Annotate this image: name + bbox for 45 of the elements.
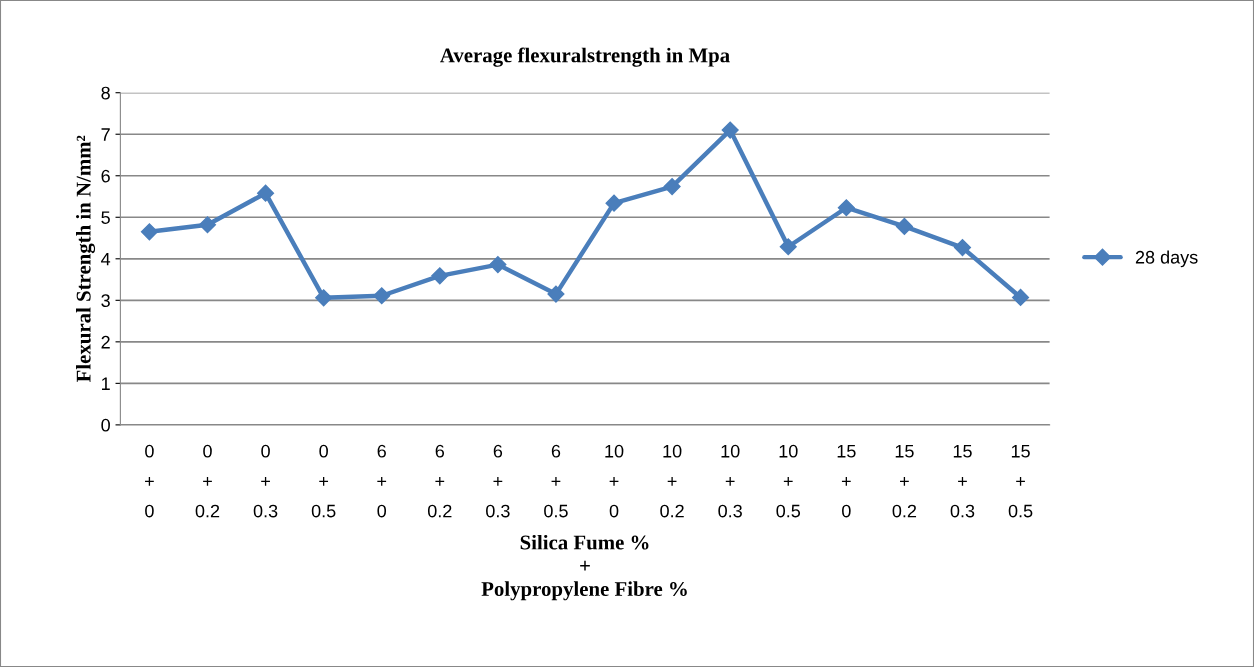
chart-title: Average flexuralstrength in Mpa [440,47,730,67]
point [198,216,217,234]
x-tick-label: 15 + 0.2 [892,444,917,518]
point [663,177,681,196]
point [547,285,565,303]
x-tick-label: 10 + 0.3 [718,444,742,518]
x-tick-label: 0 + 0.2 [195,444,220,518]
y-tick-label: 8 [101,86,110,100]
point [837,199,855,217]
point [721,121,739,139]
x-tick-label: 6 + 0 [377,444,387,518]
x-tick-label: 15 + 0.5 [1008,444,1033,518]
point [431,267,449,285]
y-tick-label: 6 [101,169,110,183]
y-tick-label: 0 [101,418,110,432]
point [257,184,275,202]
x-tick-label: 10 + 0.5 [776,444,801,518]
point [605,194,623,212]
point [315,289,333,307]
point [953,239,972,257]
x-tick-label: 6 + 0.2 [427,444,452,518]
x-tick-label: 6 + 0.3 [486,444,510,518]
y-tick-label: 7 [101,128,110,141]
point [1012,288,1030,306]
point [895,217,913,235]
x-tick-label: 0 + 0 [145,444,154,518]
x-tick-label: 15 + 0.3 [950,444,975,518]
y-tick-label: 1 [102,377,110,390]
legend-label: 28 days [1135,250,1198,268]
point [140,223,158,241]
y-axis-title: Flexural Strength in N/mm² [76,135,96,383]
x-tick-label: 10 + 0.2 [660,444,684,518]
x-tick-label: 10 + 0 [605,444,624,518]
x-tick-label: 6 + 0.5 [544,444,568,518]
x-tick-label: 0 + 0.5 [311,444,336,518]
y-tick-label: 4 [101,252,111,266]
x-axis-title: Silica Fume % + Polypropylene Fibre % [481,534,687,601]
y-tick-label: 3 [101,294,110,308]
x-tick-label: 0 + 0.3 [253,444,278,518]
y-tick-label: 5 [101,211,110,224]
x-tick-label: 15 + 0 [837,444,856,518]
point [373,287,391,305]
point [489,256,507,274]
point [779,238,797,256]
y-tick-label: 2 [101,335,110,349]
